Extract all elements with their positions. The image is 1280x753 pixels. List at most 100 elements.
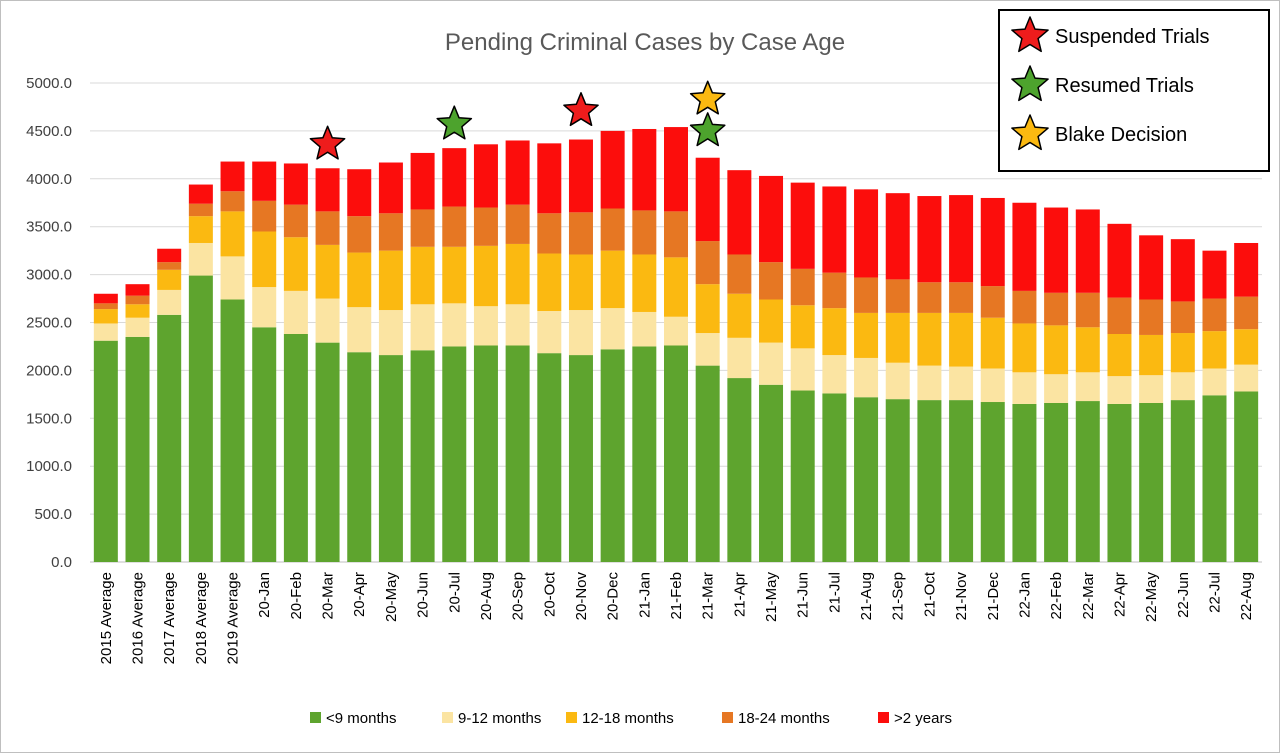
bar-segment (632, 311, 657, 347)
bar-stack (505, 140, 530, 562)
bar-segment (220, 191, 245, 212)
x-tick-label: 21-Feb (668, 572, 685, 620)
bar-segment (1202, 331, 1227, 369)
x-tick-label: 20-Apr (351, 572, 368, 617)
x-tick-label: 20-Jul (446, 572, 463, 613)
bar-segment (473, 345, 498, 562)
bar-segment (632, 254, 657, 312)
bar-stack (822, 186, 847, 562)
bar-segment (1139, 299, 1164, 335)
bar-segment (664, 211, 688, 258)
bar-stack (949, 195, 974, 562)
bar-stack (1075, 209, 1100, 562)
bar-segment (949, 195, 974, 283)
x-tick-label: 20-Mar (320, 572, 337, 620)
bar-segment (822, 272, 847, 309)
bar-segment (157, 248, 182, 263)
x-tick-label: 2015 Average (98, 572, 115, 664)
bar-stack (1202, 250, 1227, 562)
bar-segment (1107, 223, 1132, 298)
bar-segment (378, 213, 403, 251)
series-legend: <9 months 9-12 months 12-18 months 18-24 mo… (310, 710, 952, 727)
bar-segment (1044, 402, 1069, 562)
y-tick-label: 5000.0 (26, 75, 72, 92)
bar-segment (664, 345, 688, 562)
bar-segment (283, 163, 308, 205)
bar-segment (695, 157, 720, 242)
green-star-icon (689, 112, 726, 147)
marker-legend-label: Blake Decision (1055, 124, 1187, 146)
bar-stack (1170, 239, 1195, 562)
marker-legend-box (998, 9, 1270, 172)
bar-segment (854, 312, 879, 358)
bar-segment (600, 349, 625, 562)
bar-segment (600, 208, 625, 251)
bar-segment (157, 262, 182, 270)
bar-segment (252, 327, 277, 562)
y-tick-label: 0.0 (51, 554, 72, 571)
y-tick-label: 3000.0 (26, 267, 72, 284)
bar-segment (188, 216, 213, 243)
x-tick-label: 2016 Average (130, 572, 147, 664)
bar-segment (1139, 375, 1164, 403)
bar-segment (283, 290, 308, 334)
bar-segment (188, 242, 213, 276)
bar-stack (473, 144, 498, 562)
bar-segment (695, 241, 720, 285)
x-tick-label: 2019 Average (225, 572, 242, 664)
bar-segment (378, 250, 403, 311)
x-tick-label: 21-Jun (795, 572, 812, 618)
bar-segment (473, 144, 498, 208)
bar-stack (125, 284, 150, 562)
bar-stack (1044, 207, 1069, 562)
bar-stack (1139, 235, 1164, 562)
bar-segment (790, 305, 815, 349)
bar-segment (1075, 372, 1100, 402)
bar-stack (378, 162, 403, 562)
bar-stack (1107, 223, 1132, 562)
bar-segment (410, 152, 435, 210)
bar-segment (600, 308, 625, 350)
bar-segment (252, 287, 277, 328)
bar-stack (600, 130, 625, 562)
bar-segment (410, 209, 435, 247)
y-tick-label: 4000.0 (26, 171, 72, 188)
bar-segment (568, 212, 593, 255)
bar-segment (1107, 333, 1132, 377)
legend-label: 12-18 months (582, 710, 674, 727)
x-tick-label: 2018 Average (193, 572, 210, 664)
bar-segment (93, 323, 118, 341)
bar-segment (917, 282, 942, 313)
bar-segment (505, 140, 530, 205)
bar-segment (93, 340, 118, 562)
bar-segment (1044, 325, 1069, 375)
bar-segment (695, 333, 720, 366)
bar-segment (1234, 296, 1259, 330)
bar-segment (1107, 376, 1132, 404)
bar-stack (410, 152, 435, 562)
bar-segment (188, 184, 213, 204)
bar-segment (220, 256, 245, 300)
bar-segment (410, 350, 435, 562)
bar-segment (378, 162, 403, 214)
bar-segment (727, 170, 752, 255)
yellow-star-icon (689, 80, 726, 115)
bar-segment (695, 284, 720, 334)
bar-segment (1170, 333, 1195, 373)
bar-segment (1234, 391, 1259, 562)
red-star-icon (1011, 16, 1049, 53)
bar-stack (1012, 202, 1037, 562)
bar-segment (885, 362, 910, 400)
bar-segment (378, 310, 403, 356)
bar-segment (1170, 400, 1195, 562)
red-star-icon (563, 92, 599, 127)
bar-segment (949, 400, 974, 562)
x-tick-label: 22-Jul (1206, 572, 1223, 613)
bar-segment (347, 252, 372, 308)
bar-segment (568, 310, 593, 356)
bar-segment (442, 303, 467, 347)
bar-segment (315, 298, 340, 343)
x-tick-label: 22-Jan (1016, 572, 1033, 618)
x-tick-label: 20-Sep (510, 572, 527, 620)
bar-segment (1075, 209, 1100, 293)
